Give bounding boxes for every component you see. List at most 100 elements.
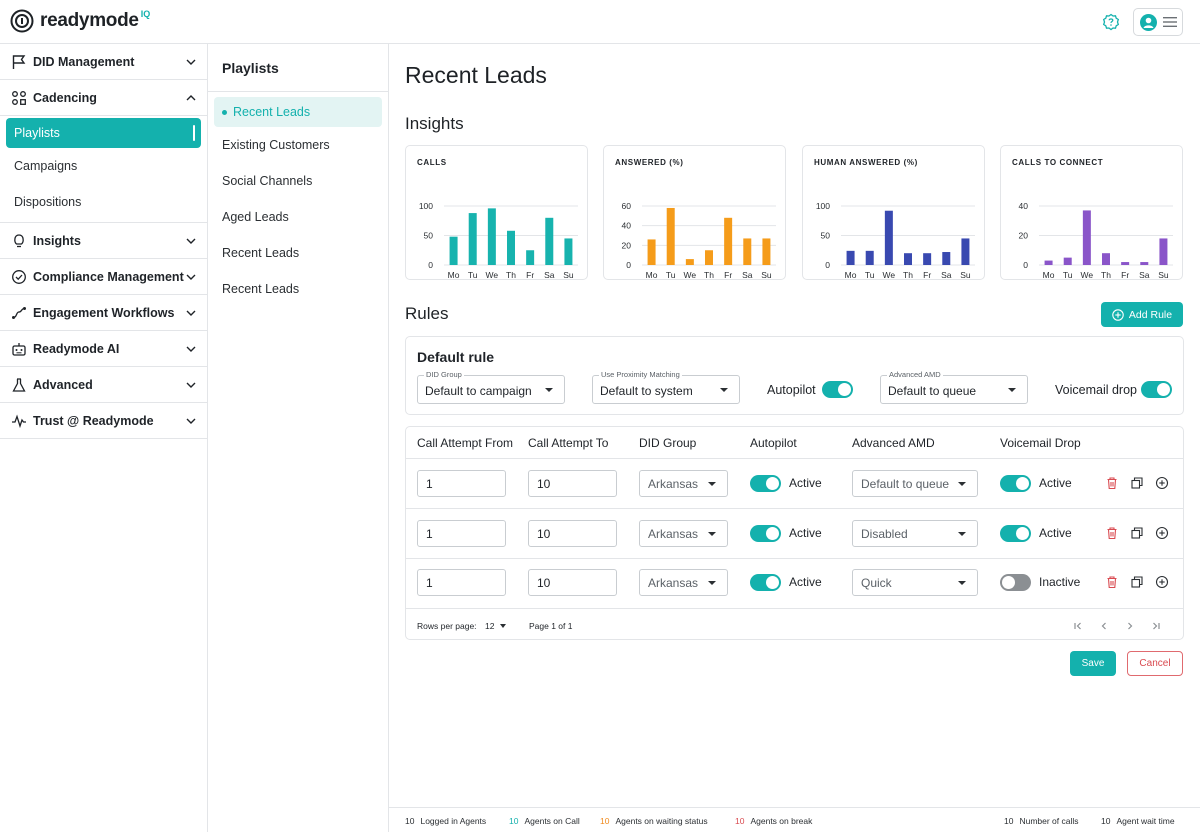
caret-down-icon (958, 482, 966, 486)
playlist-item[interactable]: Recent Leads (222, 282, 300, 296)
x-tick-label: We (486, 270, 499, 280)
playlist-item[interactable]: Aged Leads (222, 210, 289, 224)
voicemail-drop-toggle[interactable] (1000, 574, 1031, 591)
voicemail-drop-label: Voicemail drop (1055, 383, 1137, 397)
add-circle-icon[interactable] (1155, 526, 1169, 540)
copy-icon[interactable] (1130, 476, 1144, 490)
nav-group-trust[interactable]: Trust @ Readymode (0, 403, 207, 439)
next-page-icon[interactable] (1124, 620, 1136, 632)
bar (865, 250, 874, 265)
call-attempt-to-input[interactable]: 10 (528, 569, 617, 596)
x-tick-label: Su (1158, 270, 1169, 280)
x-tick-label: Sa (941, 270, 952, 280)
playlist-item[interactable]: Recent Leads (222, 246, 300, 260)
did-group-dropdown[interactable]: Arkansas (639, 470, 728, 497)
trash-icon[interactable] (1105, 526, 1119, 540)
robot-icon (12, 342, 26, 356)
playlists-title: Playlists (208, 44, 388, 92)
advanced-amd-dropdown[interactable]: Disabled (852, 520, 978, 547)
default-rule-title: Default rule (417, 349, 495, 365)
flag-icon (12, 54, 26, 69)
autopilot-toggle[interactable] (750, 574, 781, 591)
flask-icon (12, 377, 26, 392)
copy-icon[interactable] (1130, 575, 1144, 589)
call-attempt-from-input[interactable]: 1 (417, 470, 506, 497)
table-pagination: Rows per page: 12 Page 1 of 1 (406, 608, 1183, 642)
column-header: DID Group (639, 436, 697, 450)
autopilot-toggle[interactable] (750, 475, 781, 492)
nav-group-did-management[interactable]: DID Management (0, 44, 207, 80)
first-page-icon[interactable] (1072, 620, 1084, 632)
x-tick-label: We (1081, 270, 1094, 280)
x-tick-label: Su (960, 270, 971, 280)
playlist-item-active[interactable]: Recent Leads (214, 97, 382, 127)
copy-icon[interactable] (1130, 526, 1144, 540)
rows-per-page-value: 12 (485, 621, 495, 631)
nav-group-readymode-ai[interactable]: Readymode AI (0, 331, 207, 367)
bar (1063, 257, 1072, 265)
caret-down-icon (958, 532, 966, 536)
x-tick-label: Th (903, 270, 913, 280)
brand-logo[interactable]: readymode IQ (10, 9, 154, 33)
call-attempt-from-input[interactable]: 1 (417, 520, 506, 547)
y-tick-label: 0 (626, 260, 631, 270)
x-tick-label: We (883, 270, 896, 280)
cancel-button[interactable]: Cancel (1127, 651, 1183, 676)
trash-icon[interactable] (1105, 575, 1119, 589)
previous-page-icon[interactable] (1098, 620, 1110, 632)
autopilot-toggle[interactable] (750, 525, 781, 542)
call-attempt-to-input[interactable]: 10 (528, 520, 617, 547)
active-dot-icon (222, 109, 227, 115)
nav-group-label: Insights (33, 233, 81, 248)
add-circle-icon[interactable] (1155, 476, 1169, 490)
rules-heading: Rules (405, 304, 449, 323)
advanced-amd-dropdown[interactable]: Quick (852, 569, 978, 596)
x-tick-label: Mo (1043, 270, 1055, 280)
rows-per-page-select[interactable]: 12 (485, 621, 507, 631)
playlist-item[interactable]: Social Channels (222, 174, 313, 188)
call-attempt-to-input[interactable]: 10 (528, 470, 617, 497)
help-circle-icon[interactable] (1102, 13, 1120, 31)
did-group-select[interactable]: DID Group Default to campaign (417, 370, 565, 404)
nav-group-compliance-management[interactable]: Compliance Management (0, 259, 207, 295)
nav-group-engagement-workflows[interactable]: Engagement Workflows (0, 295, 207, 331)
autopilot-label: Autopilot (767, 383, 816, 397)
proximity-matching-select[interactable]: Use Proximity Matching Default to system (592, 370, 740, 404)
page-indicator: Page 1 of 1 (529, 621, 573, 631)
last-page-icon[interactable] (1150, 620, 1162, 632)
caret-down-icon (1008, 388, 1016, 392)
chart-card-answered: ANSWERED (%) 60 40 20 0 Mo Tu We Th Fr Sa Su (603, 145, 786, 280)
status-agents-on-break: 10 Agents on break (735, 816, 812, 826)
add-rule-button[interactable]: Add Rule (1101, 302, 1183, 327)
y-tick-label: 100 (419, 201, 433, 211)
status-bar: 10 Logged in Agents 10 Agents on Call 10… (389, 807, 1200, 832)
autopilot-toggle[interactable] (822, 381, 853, 398)
table-row (406, 558, 1183, 576)
user-menu-button[interactable] (1133, 8, 1183, 36)
nav-item-campaigns[interactable]: Campaigns (14, 159, 78, 173)
voicemail-drop-toggle[interactable] (1141, 381, 1172, 398)
advanced-amd-select[interactable]: Advanced AMD Default to queue (880, 370, 1028, 404)
playlist-item-label: Recent Leads (233, 105, 311, 119)
status-number-of-calls: 10 Number of calls (1004, 816, 1079, 826)
nav-group-advanced[interactable]: Advanced (0, 367, 207, 403)
voicemail-drop-toggle[interactable] (1000, 525, 1031, 542)
save-button[interactable]: Save (1070, 651, 1116, 676)
x-tick-label: We (684, 270, 697, 280)
nav-group-insights[interactable]: Insights (0, 223, 207, 259)
playlist-item[interactable]: Existing Customers (222, 138, 330, 152)
nav-item-playlists[interactable]: Playlists (6, 118, 201, 148)
bar (1044, 260, 1053, 265)
add-circle-icon[interactable] (1155, 575, 1169, 589)
bar (468, 213, 477, 265)
voicemail-drop-toggle[interactable] (1000, 475, 1031, 492)
did-group-dropdown[interactable]: Arkansas (639, 569, 728, 596)
x-tick-label: Fr (1121, 270, 1129, 280)
trash-icon[interactable] (1105, 476, 1119, 490)
did-group-dropdown[interactable]: Arkansas (639, 520, 728, 547)
nav-group-cadencing[interactable]: Cadencing (0, 80, 207, 116)
call-attempt-from-input[interactable]: 1 (417, 569, 506, 596)
status-count: 10 (1004, 816, 1014, 826)
advanced-amd-dropdown[interactable]: Default to queue (852, 470, 978, 497)
nav-item-dispositions[interactable]: Dispositions (14, 195, 82, 209)
